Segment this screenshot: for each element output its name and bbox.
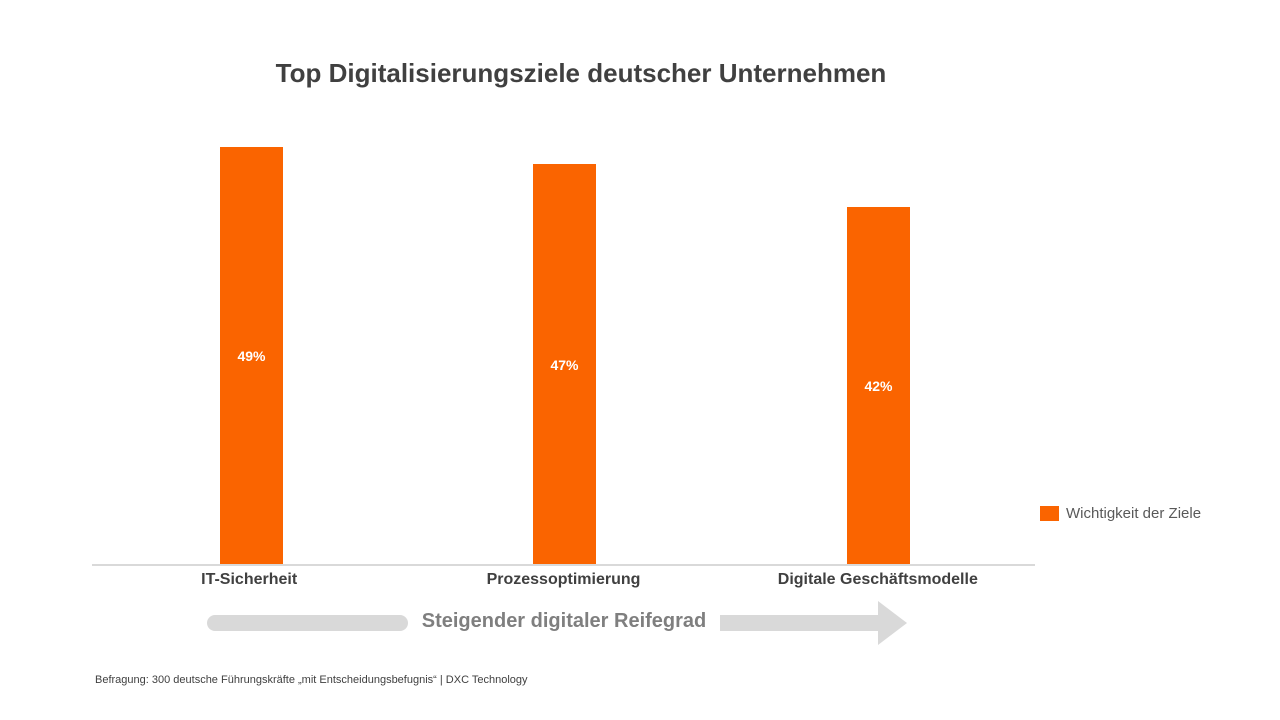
bar-value-label: 47% bbox=[550, 356, 579, 373]
arrow-left-segment bbox=[207, 615, 408, 631]
category-label-digitale-geschaeftsmodelle: Digitale Geschäftsmodelle bbox=[777, 571, 978, 588]
category-axis: IT-Sicherheit Prozessoptimierung Digital… bbox=[92, 571, 1035, 589]
bar-it-sicherheit: 49% bbox=[220, 147, 283, 565]
arrow-right-segment bbox=[720, 615, 878, 631]
footnote: Befragung: 300 deutsche Führungskräfte „… bbox=[95, 674, 528, 686]
legend-label: Wichtigkeit der Ziele bbox=[1066, 505, 1202, 522]
category-label-prozessoptimierung: Prozessoptimierung bbox=[486, 571, 641, 588]
chart-title: Top Digitalisierungsziele deutscher Unte… bbox=[275, 58, 887, 88]
legend: Wichtigkeit der Ziele bbox=[1040, 505, 1201, 522]
category-label-it-sicherheit: IT-Sicherheit bbox=[201, 571, 298, 588]
arrow-label: Steigender digitaler Reifegrad bbox=[421, 610, 707, 632]
arrow-head-icon bbox=[878, 601, 907, 645]
bar-value-label: 42% bbox=[864, 378, 893, 394]
bar-digitale-geschaeftsmodelle: 42% bbox=[847, 207, 910, 565]
bar-prozessoptimierung: 47% bbox=[533, 164, 596, 565]
x-axis-line bbox=[92, 564, 1035, 566]
legend-swatch bbox=[1040, 506, 1059, 521]
bar-value-label: 49% bbox=[237, 348, 266, 364]
